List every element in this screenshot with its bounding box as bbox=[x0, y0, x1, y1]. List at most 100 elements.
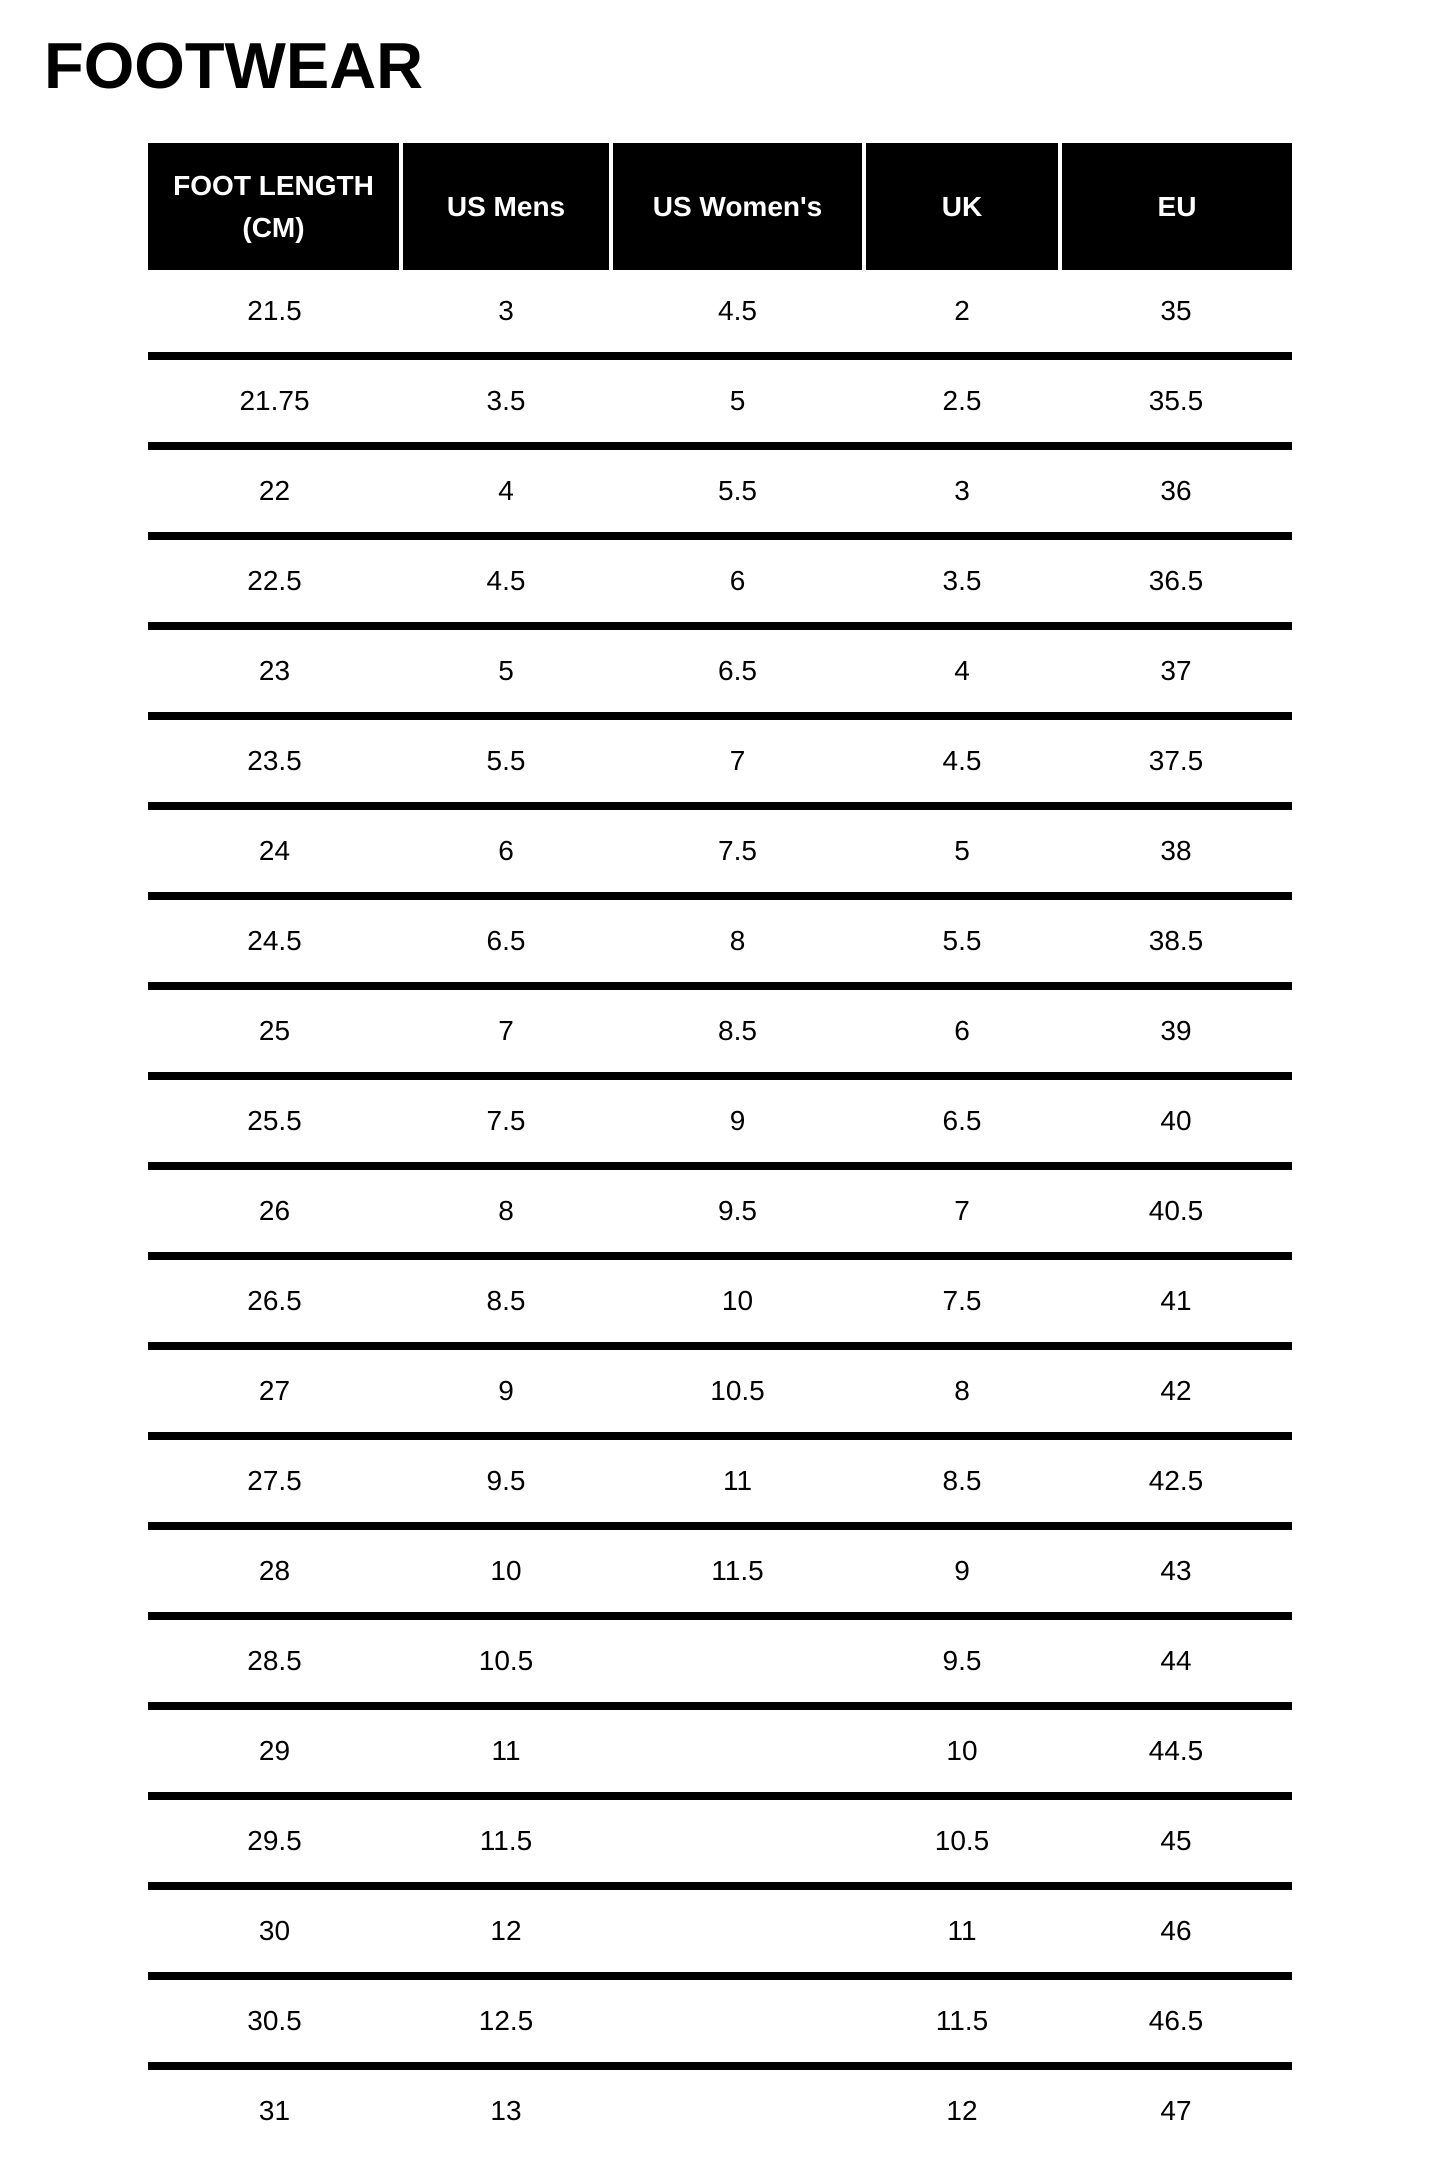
table-cell: 7 bbox=[611, 716, 864, 810]
table-cell: 9.5 bbox=[864, 1616, 1060, 1710]
table-row: 27.5 9.5 11 8.5 42.5 bbox=[148, 1436, 1292, 1530]
table-row: 24.5 6.5 8 5.5 38.5 bbox=[148, 896, 1292, 990]
table-cell: 26 bbox=[148, 1166, 401, 1260]
table-cell: 39 bbox=[1060, 986, 1292, 1080]
table-cell: 38 bbox=[1060, 806, 1292, 900]
table-cell: 26.5 bbox=[148, 1256, 401, 1350]
table-row: 21.5 3 4.5 2 35 bbox=[148, 270, 1292, 360]
table-row: 28.5 10.5 9.5 44 bbox=[148, 1616, 1292, 1710]
table-cell: 5 bbox=[401, 626, 611, 720]
table-cell: 28 bbox=[148, 1526, 401, 1620]
table-cell: 37.5 bbox=[1060, 716, 1292, 810]
table-cell: 5.5 bbox=[611, 446, 864, 540]
table-cell: 6.5 bbox=[401, 896, 611, 990]
table-cell: 12.5 bbox=[401, 1976, 611, 2070]
table-cell: 11.5 bbox=[611, 1526, 864, 1620]
table-cell: 5.5 bbox=[864, 896, 1060, 990]
table-cell: 7.5 bbox=[401, 1076, 611, 1170]
table-cell: 30 bbox=[148, 1886, 401, 1980]
table-cell: 29.5 bbox=[148, 1796, 401, 1890]
table-row: 31 13 12 47 bbox=[148, 2066, 1292, 2152]
table-cell: 43 bbox=[1060, 1526, 1292, 1620]
table-cell: 29 bbox=[148, 1706, 401, 1800]
table-cell: 8 bbox=[864, 1346, 1060, 1440]
table-cell: 5 bbox=[611, 356, 864, 450]
table-cell: 23.5 bbox=[148, 716, 401, 810]
table-cell: 46.5 bbox=[1060, 1976, 1292, 2070]
table-cell: 6 bbox=[401, 806, 611, 900]
header-eu: EU bbox=[1058, 143, 1292, 270]
table-cell: 8.5 bbox=[611, 986, 864, 1080]
table-cell: 35.5 bbox=[1060, 356, 1292, 450]
table-cell: 31 bbox=[258, 2095, 291, 2126]
header-foot-length-cm: FOOT LENGTH (CM) bbox=[148, 143, 401, 270]
table-cell: 22 bbox=[148, 446, 401, 540]
table-row: 29.5 11.5 10.5 45 bbox=[148, 1796, 1292, 1890]
table-cell: 7 bbox=[864, 1166, 1060, 1260]
table-row: 27 9 10.5 8 42 bbox=[148, 1346, 1292, 1440]
table-cell: 9.5 bbox=[401, 1436, 611, 1530]
table-cell: 8.5 bbox=[864, 1436, 1060, 1530]
table-cell: 3 bbox=[864, 446, 1060, 540]
table-cell: 10.5 bbox=[611, 1346, 864, 1440]
table-cell: 45 bbox=[1060, 1796, 1292, 1890]
table-cell: 35 bbox=[1060, 270, 1292, 360]
table-row: 23.5 5.5 7 4.5 37.5 bbox=[148, 716, 1292, 810]
table-cell: 6 bbox=[864, 986, 1060, 1080]
table-cell: 9 bbox=[864, 1526, 1060, 1620]
table-row: 22 4 5.5 3 36 bbox=[148, 446, 1292, 540]
header-row: FOOT LENGTH (CM) US Mens US Women's UK E… bbox=[148, 143, 1292, 270]
table-cell: 6.5 bbox=[611, 626, 864, 720]
table-cell: 3.5 bbox=[401, 356, 611, 450]
table-cell: 22.5 bbox=[148, 536, 401, 630]
table-cell: 4.5 bbox=[401, 536, 611, 630]
table-row: 23 5 6.5 4 37 bbox=[148, 626, 1292, 720]
table-cell: 47 bbox=[1160, 2095, 1192, 2126]
table-cell: 11.5 bbox=[401, 1796, 611, 1890]
table-cell: 10.5 bbox=[864, 1796, 1060, 1890]
table-cell: 5.5 bbox=[401, 716, 611, 810]
table-cell: 46 bbox=[1060, 1886, 1292, 1980]
page-title: FOOTWEAR bbox=[44, 29, 424, 102]
table-cell: 38.5 bbox=[1060, 896, 1292, 990]
table-cell: 4 bbox=[401, 446, 611, 540]
table-cell: 8 bbox=[611, 896, 864, 990]
table-cell: 3.5 bbox=[864, 536, 1060, 630]
table-cell: 25 bbox=[148, 986, 401, 1080]
table-cell: 24 bbox=[148, 806, 401, 900]
table-cell: 11 bbox=[864, 1886, 1060, 1980]
table-cell: 41 bbox=[1060, 1256, 1292, 1350]
table-cell: 4.5 bbox=[864, 716, 1060, 810]
table-cell: 8.5 bbox=[401, 1256, 611, 1350]
header-us-mens: US Mens bbox=[399, 143, 611, 270]
table-cell: 9 bbox=[401, 1346, 611, 1440]
table-cell: 6.5 bbox=[864, 1076, 1060, 1170]
size-chart-table: FOOT LENGTH (CM) US Mens US Women's UK E… bbox=[148, 143, 1292, 2152]
table-cell bbox=[611, 1976, 864, 2070]
table-cell: 37 bbox=[1060, 626, 1292, 720]
table-cell: 36.5 bbox=[1060, 536, 1292, 630]
table-cell: 11 bbox=[401, 1706, 611, 1800]
table-cell: 9.5 bbox=[611, 1166, 864, 1260]
table-row: 28 10 11.5 9 43 bbox=[148, 1526, 1292, 1620]
table-row: 26 8 9.5 7 40.5 bbox=[148, 1166, 1292, 1260]
table-row: 22.5 4.5 6 3.5 36.5 bbox=[148, 536, 1292, 630]
table-row: 30.5 12.5 11.5 46.5 bbox=[148, 1976, 1292, 2070]
table-cell: 12 bbox=[946, 2095, 978, 2126]
table-cell: 30.5 bbox=[148, 1976, 401, 2070]
table-row: 25 7 8.5 6 39 bbox=[148, 986, 1292, 1080]
table-cell: 10 bbox=[611, 1256, 864, 1350]
table-row: 25.5 7.5 9 6.5 40 bbox=[148, 1076, 1292, 1170]
table-cell: 27 bbox=[148, 1346, 401, 1440]
table-cell: 21.5 bbox=[148, 270, 401, 360]
table-cell: 10 bbox=[401, 1526, 611, 1620]
table-cell: 28.5 bbox=[148, 1616, 401, 1710]
table-cell: 42 bbox=[1060, 1346, 1292, 1440]
table-cell bbox=[611, 1886, 864, 1980]
table-row: 24 6 7.5 5 38 bbox=[148, 806, 1292, 900]
table-cell: 13 bbox=[490, 2095, 522, 2126]
table-cell bbox=[611, 1616, 864, 1710]
table-cell: 23 bbox=[148, 626, 401, 720]
table-row: 26.5 8.5 10 7.5 41 bbox=[148, 1256, 1292, 1350]
table-cell: 7.5 bbox=[611, 806, 864, 900]
